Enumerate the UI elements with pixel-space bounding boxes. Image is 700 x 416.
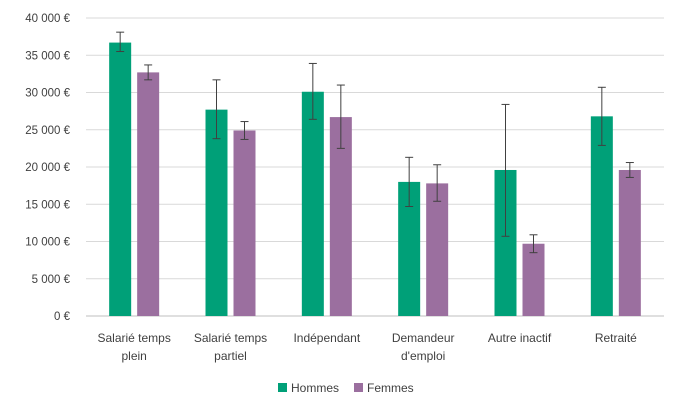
error-bar (597, 86, 606, 146)
y-axis-ticks: 0 € 5 000 € 10 000 € 15 000 € 20 000 € 25 000… (25, 13, 70, 323)
y-tick-label: 30 000 € (25, 88, 70, 100)
error-bar (625, 162, 634, 178)
x-axis-categories: Salarié temps plein Salarié temps partiel In… (97, 331, 637, 363)
legend-swatch-hommes (278, 383, 287, 392)
y-tick-label: 0 € (54, 311, 71, 323)
x-category-label: Salarié temps partiel (194, 331, 267, 363)
bar-femmes (233, 130, 256, 316)
x-category-label: Demandeur d'emploi (392, 331, 455, 363)
bar-femmes (522, 243, 545, 316)
bar-hommes (205, 109, 228, 316)
error-bar (144, 64, 153, 81)
legend-label-hommes: Hommes (291, 381, 339, 395)
bars (109, 42, 641, 317)
legend: Hommes Femmes (278, 381, 414, 395)
error-bar (116, 31, 125, 53)
bar-hommes (590, 116, 613, 316)
legend-swatch-femmes (354, 383, 363, 392)
x-category-label: Indépendant (293, 331, 360, 345)
gridlines (86, 17, 664, 317)
y-tick-label: 20 000 € (25, 162, 70, 174)
legend-label-femmes: Femmes (367, 381, 414, 395)
x-category-label: Autre inactif (488, 331, 552, 345)
y-tick-label: 10 000 € (25, 237, 70, 249)
error-bar (405, 156, 414, 207)
error-bar (529, 234, 538, 254)
bar-femmes (137, 72, 160, 316)
bar-hommes (398, 181, 421, 316)
error-bar (212, 79, 221, 140)
bar-hommes (494, 169, 517, 316)
y-tick-label: 40 000 € (25, 13, 70, 25)
bar-femmes (618, 169, 641, 316)
bar-hommes (109, 42, 132, 317)
error-bar (433, 164, 442, 202)
error-bar (240, 121, 249, 140)
bar-hommes (301, 91, 324, 316)
y-tick-label: 35 000 € (25, 50, 70, 62)
error-bar (501, 103, 510, 237)
error-bars (116, 31, 634, 254)
error-bar (336, 84, 345, 149)
y-tick-label: 15 000 € (25, 199, 70, 211)
x-category-label: Retraité (595, 331, 637, 345)
bar-femmes (426, 183, 449, 316)
y-tick-label: 5 000 € (32, 274, 71, 286)
error-bar (308, 62, 317, 120)
bar-femmes (329, 117, 352, 317)
x-category-label: Salarié temps plein (97, 331, 170, 363)
y-tick-label: 25 000 € (25, 125, 70, 137)
